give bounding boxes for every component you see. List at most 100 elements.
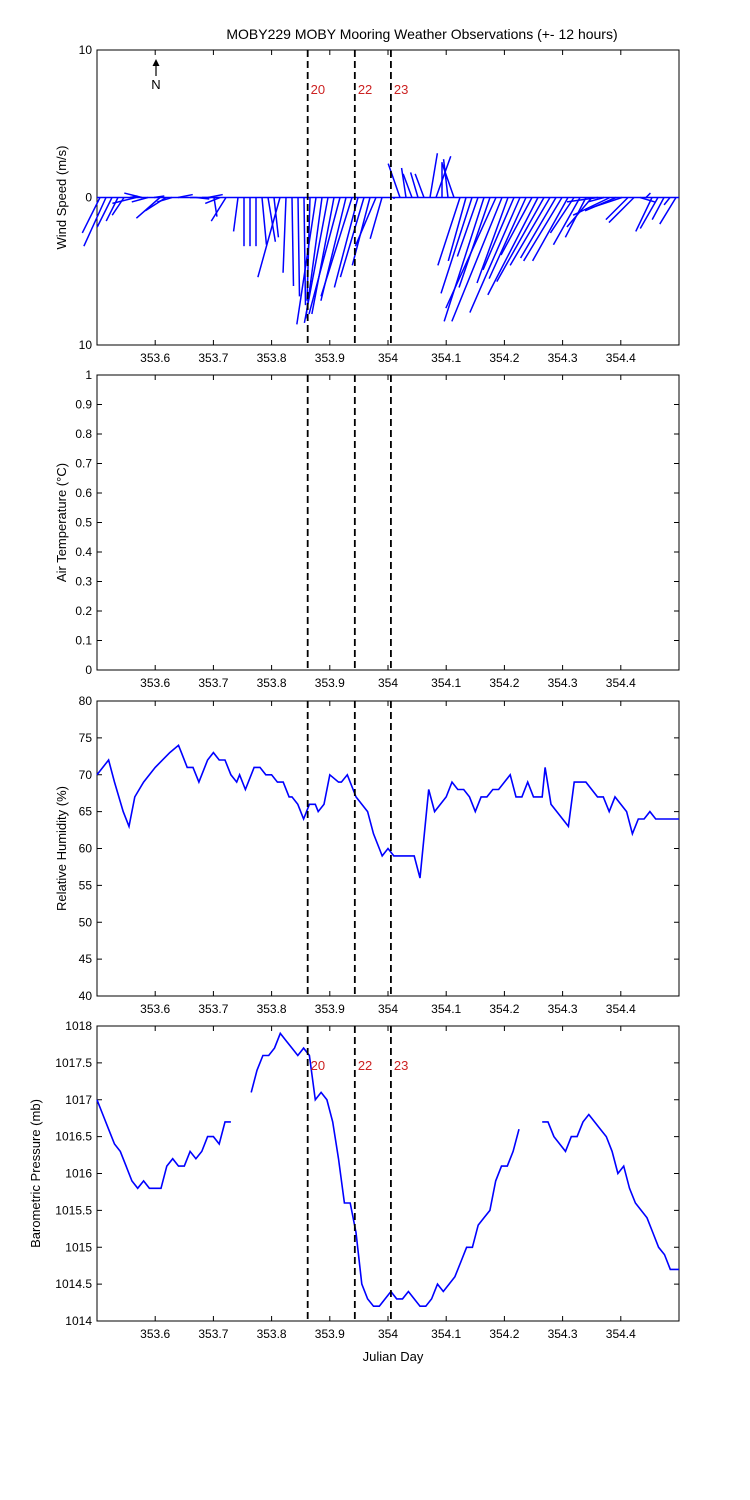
x-tick-label: 354.1 bbox=[431, 1327, 461, 1341]
wind-stick bbox=[435, 155, 452, 198]
wind-stick bbox=[509, 197, 551, 266]
y-tick-label: 0.8 bbox=[75, 427, 92, 441]
x-tick-label: 354 bbox=[378, 1002, 398, 1016]
wind-stick bbox=[320, 197, 353, 297]
wind-stick bbox=[204, 196, 221, 205]
y-tick-label: 1015.5 bbox=[55, 1203, 92, 1217]
wind-stick bbox=[500, 197, 533, 256]
y-tick-label: 65 bbox=[79, 805, 93, 819]
x-tick-label: 354.2 bbox=[489, 676, 519, 690]
x-tick-label: 353.6 bbox=[140, 1002, 170, 1016]
wind-stick bbox=[339, 197, 365, 278]
wind-stick bbox=[445, 197, 497, 309]
y-axis-label: Barometric Pressure (mb) bbox=[28, 1099, 43, 1248]
wind-stick bbox=[81, 197, 101, 234]
y-axis-label: Air Temperature (°C) bbox=[54, 463, 69, 582]
x-tick-label: 354 bbox=[378, 676, 398, 690]
wind-stick bbox=[572, 196, 611, 216]
x-tick-label: 354.4 bbox=[606, 1002, 636, 1016]
y-tick-label: 1016 bbox=[65, 1167, 92, 1181]
x-tick-label: 354 bbox=[378, 1327, 398, 1341]
wind-stick bbox=[441, 163, 455, 198]
wind-stick bbox=[112, 196, 137, 205]
figure-title: MOBY229 MOBY Mooring Weather Observation… bbox=[226, 26, 617, 42]
wind-stick bbox=[83, 197, 107, 247]
wind-stick bbox=[210, 197, 227, 222]
wind-stick bbox=[605, 196, 629, 221]
x-tick-label: 354.4 bbox=[606, 1327, 636, 1341]
x-tick-label: 353.8 bbox=[257, 1002, 287, 1016]
wind-stick bbox=[458, 197, 491, 288]
y-tick-label: 55 bbox=[79, 878, 93, 892]
wind-stick bbox=[635, 197, 653, 232]
y-tick-label: 0.4 bbox=[75, 545, 92, 559]
y-tick-label: 1017 bbox=[65, 1093, 92, 1107]
event-marker-label: 20 bbox=[311, 82, 325, 97]
wind-stick bbox=[354, 197, 377, 247]
wind-stick bbox=[651, 197, 665, 220]
y-tick-label: 0.1 bbox=[75, 634, 92, 648]
x-tick-label: 354.3 bbox=[548, 1002, 578, 1016]
y-tick-label: 1014 bbox=[65, 1314, 92, 1328]
y-tick-label: 1016.5 bbox=[55, 1130, 92, 1144]
wind-stick bbox=[639, 197, 659, 229]
wind-stick bbox=[437, 197, 461, 266]
wind-stick bbox=[296, 197, 317, 325]
wind-stick bbox=[488, 197, 527, 279]
wind-stick bbox=[135, 196, 161, 219]
y-tick-label: 0.5 bbox=[75, 516, 92, 530]
y-tick-label: 1015 bbox=[65, 1240, 92, 1254]
x-tick-label: 354.3 bbox=[548, 1327, 578, 1341]
x-tick-label: 353.8 bbox=[257, 676, 287, 690]
wind-stick bbox=[476, 197, 509, 284]
event-marker-label: 23 bbox=[394, 82, 408, 97]
x-tick-label: 353.6 bbox=[140, 1327, 170, 1341]
wind-stick bbox=[369, 197, 383, 240]
wind-stick bbox=[663, 197, 671, 206]
wind-stick bbox=[273, 197, 280, 238]
wind-stick bbox=[96, 197, 113, 228]
x-tick-label: 354.2 bbox=[489, 351, 519, 365]
wind-stick bbox=[414, 173, 425, 198]
wind-stick bbox=[519, 197, 557, 259]
plots: 353.6 353.7 353.8 353.9 354 354.1 354.2 354.3 35… bbox=[28, 43, 680, 1341]
x-tick-label: 354.2 bbox=[489, 1002, 519, 1016]
wind-stick bbox=[531, 197, 569, 262]
wind-stick bbox=[402, 173, 413, 198]
wind-stick bbox=[409, 172, 419, 198]
wind-stick bbox=[443, 197, 485, 322]
x-tick-label: 353.9 bbox=[315, 676, 345, 690]
wind-stick bbox=[456, 197, 479, 257]
y-axis-label: Wind Speed (m/s) bbox=[54, 145, 69, 249]
wind-stick bbox=[303, 197, 329, 324]
wind-stick bbox=[469, 197, 521, 313]
x-tick-label: 354.2 bbox=[489, 1327, 519, 1341]
wind-stick bbox=[333, 197, 359, 288]
y-tick-label: 80 bbox=[79, 694, 93, 708]
panel-barometric_pressure: 353.6 353.7 353.8 353.9 354 354.1 354.2 354.3 35… bbox=[28, 1019, 680, 1341]
y-tick-label: 70 bbox=[79, 768, 93, 782]
y-tick-label: 50 bbox=[79, 915, 93, 929]
series-line bbox=[96, 1099, 231, 1190]
wind-stick bbox=[303, 197, 307, 306]
x-tick-label: 354.3 bbox=[548, 351, 578, 365]
x-tick-label: 353.8 bbox=[257, 1327, 287, 1341]
north-label: N bbox=[151, 77, 160, 92]
wind-stick bbox=[257, 197, 281, 278]
wind-stick bbox=[451, 197, 503, 322]
x-tick-label: 353.9 bbox=[315, 351, 345, 365]
x-axis-label: Julian Day bbox=[363, 1349, 424, 1364]
y-tick-label: 1014.5 bbox=[55, 1277, 92, 1291]
x-tick-label: 354 bbox=[378, 351, 398, 365]
y-tick-label: 0 bbox=[85, 191, 92, 205]
y-tick-label: 1017.5 bbox=[55, 1056, 92, 1070]
wind-stick bbox=[311, 197, 335, 315]
series-line bbox=[250, 1031, 520, 1307]
wind-stick bbox=[447, 197, 467, 262]
wind-stick bbox=[608, 196, 635, 224]
y-tick-label: 0.6 bbox=[75, 486, 92, 500]
x-tick-label: 354.1 bbox=[431, 1002, 461, 1016]
wind-stick bbox=[282, 197, 287, 273]
wind-stick bbox=[267, 197, 277, 242]
